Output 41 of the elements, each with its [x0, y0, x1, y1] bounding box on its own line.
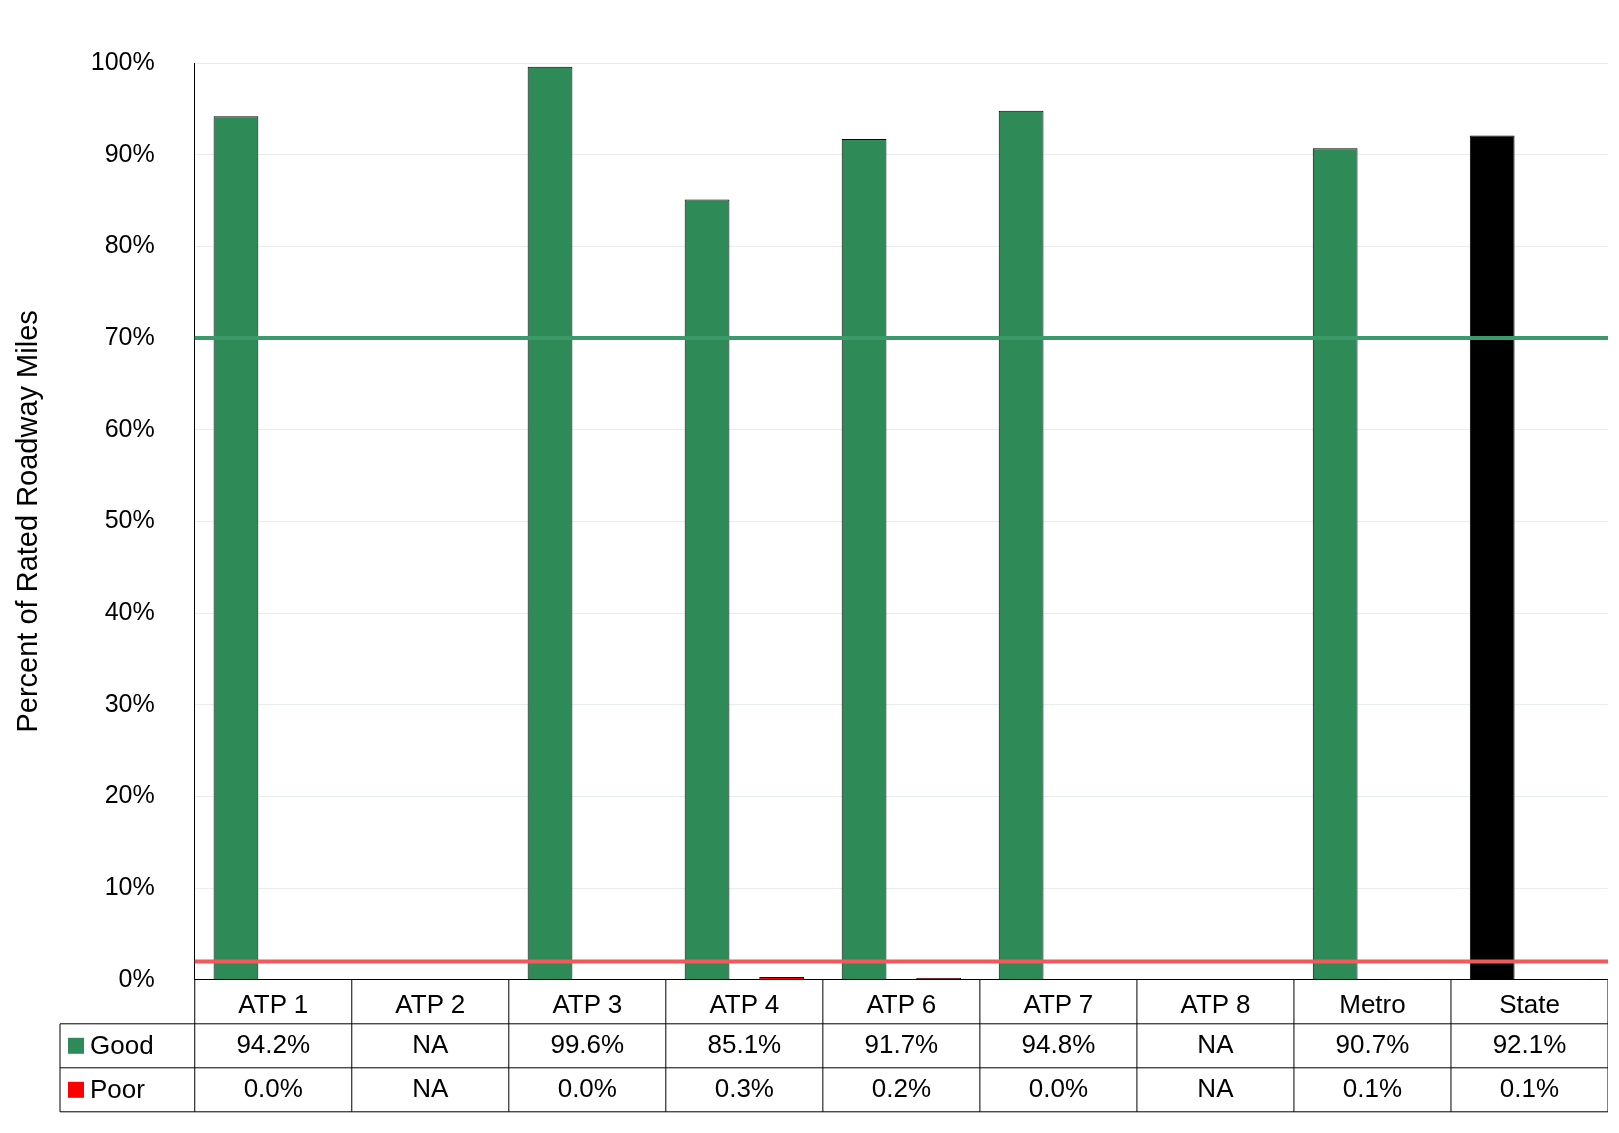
data-label: 90.7%	[1335, 1028, 1410, 1059]
x-tick-label: ATP 6	[866, 988, 937, 1019]
text: NA	[412, 1072, 449, 1103]
y-tick-label: 30%	[104, 688, 155, 717]
y-tick-label: 100%	[90, 46, 155, 75]
y-tick-label: 80%	[104, 230, 155, 259]
x-tick-label: State	[1499, 988, 1560, 1019]
y-tick-label: 50%	[104, 505, 155, 534]
text: NA	[1197, 1028, 1234, 1059]
x-tick-label: ATP 1	[238, 988, 309, 1019]
y-tick-label: 20%	[104, 780, 155, 809]
legend-label: Good	[90, 1029, 154, 1060]
data-label: 91.7%	[864, 1028, 939, 1059]
data-label: 92.1%	[1492, 1028, 1567, 1059]
y-tick-label: 60%	[104, 413, 155, 442]
text: NA	[412, 1028, 449, 1059]
x-tick-label: ATP 7	[1023, 988, 1094, 1019]
x-tick-label: ATP 3	[552, 988, 623, 1019]
data-label: 0.1%	[1342, 1072, 1403, 1103]
text: NA	[1197, 1072, 1234, 1103]
data-label: 0.0%	[557, 1072, 617, 1103]
x-tick-label: ATP 2	[395, 988, 466, 1019]
y-tick-label: 0%	[118, 963, 155, 992]
y-tick-label: 70%	[104, 321, 155, 350]
x-tick-label: ATP 8	[1180, 988, 1251, 1019]
x-tick-label: Metro	[1339, 988, 1406, 1019]
data-label: 0.0%	[243, 1072, 303, 1103]
data-label: 99.6%	[550, 1028, 625, 1059]
y-tick-label: 90%	[104, 138, 155, 167]
data-label: 0.0%	[1028, 1072, 1089, 1103]
data-label: 94.8%	[1021, 1028, 1096, 1059]
y-tick-label: 40%	[104, 596, 155, 625]
data-label: 85.1%	[707, 1028, 782, 1059]
x-tick-label: ATP 4	[709, 988, 780, 1019]
legend-label: Poor	[90, 1073, 146, 1104]
data-label: 0.2%	[871, 1072, 931, 1103]
data-label: 94.2%	[236, 1028, 311, 1059]
data-label: 0.1%	[1499, 1072, 1560, 1103]
y-axis-title: Percent of Rated Roadway Miles	[11, 310, 44, 733]
data-label: 0.3%	[714, 1072, 774, 1103]
y-tick-label: 10%	[104, 872, 155, 901]
